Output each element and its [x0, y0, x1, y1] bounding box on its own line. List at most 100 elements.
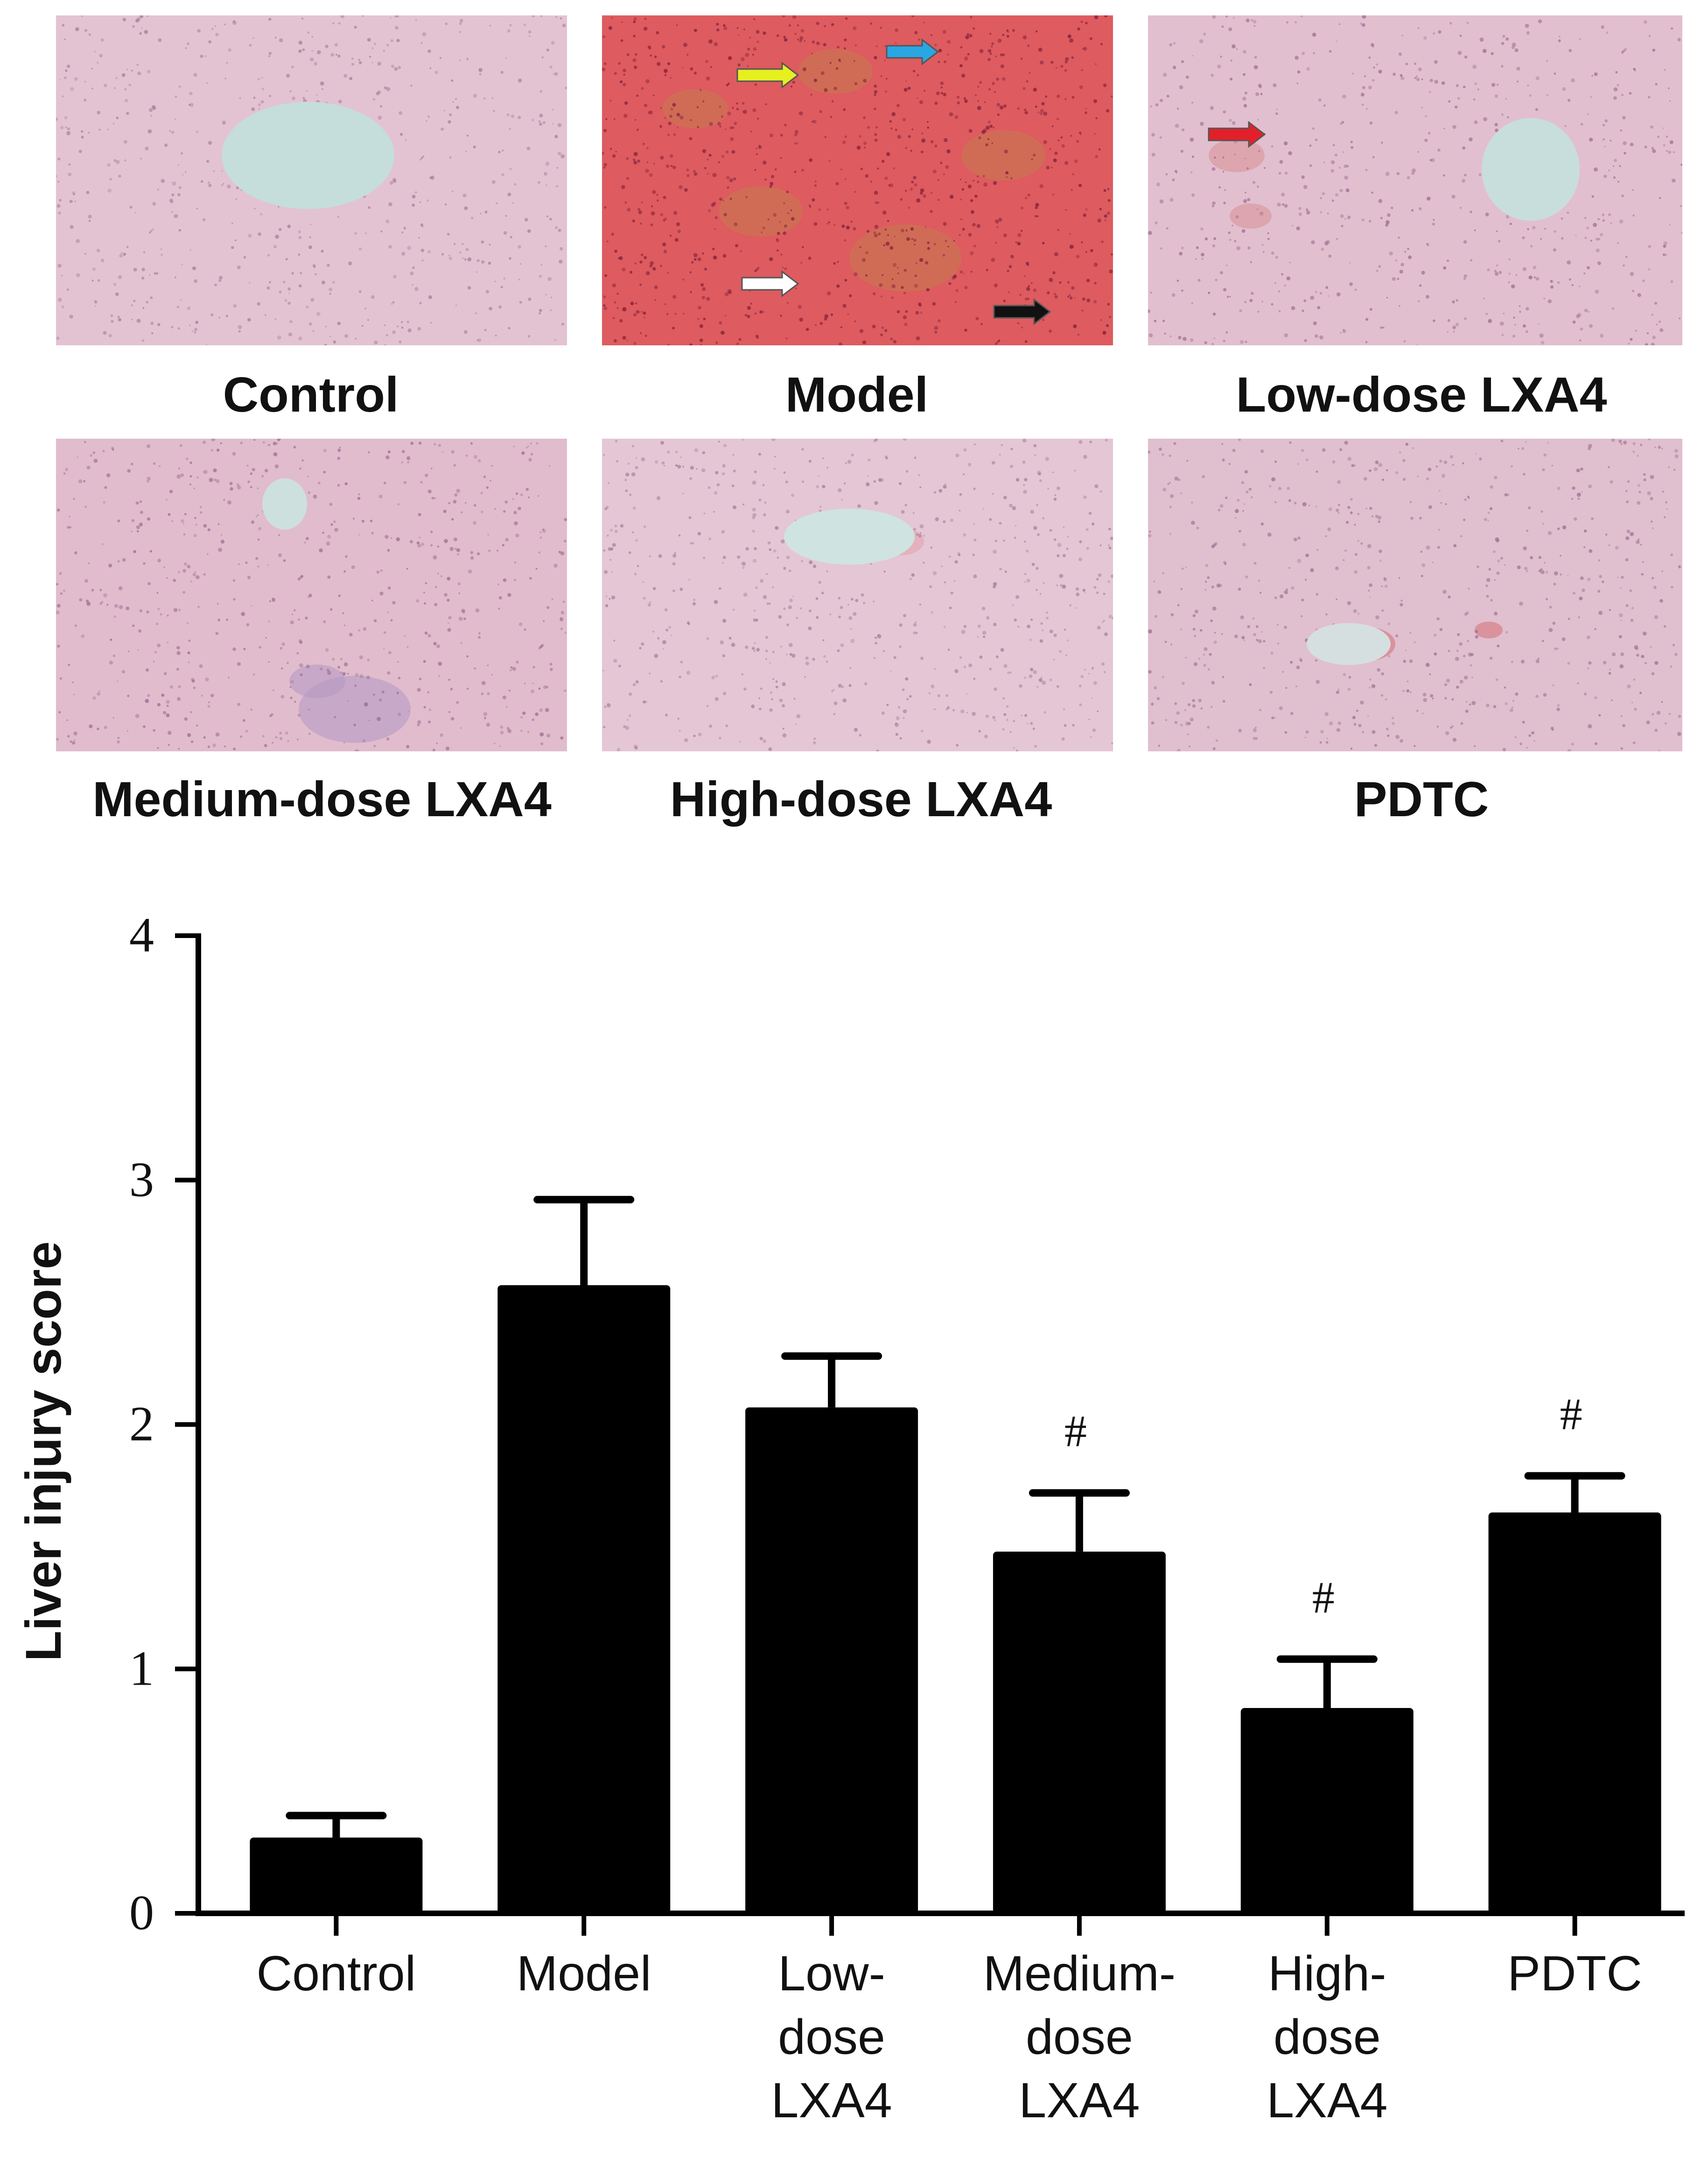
nucleus — [626, 53, 630, 56]
nucleus — [193, 686, 196, 689]
nucleus — [747, 65, 749, 67]
nucleus — [719, 321, 722, 325]
nucleus — [542, 56, 544, 58]
nucleus — [1620, 587, 1622, 589]
nucleus — [1584, 217, 1587, 219]
nucleus — [934, 101, 938, 105]
nucleus — [603, 129, 607, 133]
nucleus — [447, 599, 450, 602]
nucleus — [1358, 613, 1359, 615]
nucleus — [448, 502, 451, 504]
nucleus — [1030, 282, 1033, 284]
nucleus — [1236, 246, 1241, 251]
nucleus — [1082, 588, 1086, 592]
nucleus — [1078, 685, 1082, 687]
nucleus — [1247, 625, 1250, 629]
nucleus — [218, 316, 221, 319]
nucleus — [1572, 320, 1576, 324]
nucleus — [203, 573, 206, 576]
nucleus — [1445, 503, 1447, 505]
nucleus — [1054, 494, 1057, 497]
nucleus — [1154, 320, 1157, 322]
nucleus — [1632, 442, 1636, 445]
nucleus — [1035, 105, 1037, 108]
nucleus — [193, 73, 197, 77]
nucleus — [86, 465, 91, 470]
nucleus — [196, 724, 198, 727]
significance-marker: # — [1560, 1389, 1582, 1439]
nucleus — [914, 244, 916, 245]
nucleus — [725, 724, 728, 728]
nucleus — [1503, 312, 1505, 315]
nucleus — [616, 293, 619, 295]
nucleus — [226, 618, 229, 621]
nucleus — [1003, 664, 1008, 668]
nucleus — [515, 533, 519, 538]
nucleus — [1586, 226, 1589, 230]
nucleus — [247, 318, 251, 322]
nucleus — [874, 84, 877, 88]
nucleus — [1409, 632, 1412, 634]
nucleus — [1267, 232, 1269, 234]
nucleus — [747, 48, 750, 51]
nucleus — [117, 560, 120, 563]
nucleus — [420, 481, 423, 483]
nucleus — [1013, 720, 1015, 722]
nucleus — [1448, 100, 1451, 103]
nucleus — [1049, 278, 1053, 282]
nucleus — [801, 448, 804, 451]
nucleus — [1178, 336, 1182, 340]
nucleus — [146, 301, 149, 304]
nucleus — [507, 192, 511, 196]
nucleus — [612, 543, 616, 547]
nucleus — [502, 149, 504, 152]
nucleus — [232, 21, 237, 25]
nucleus — [470, 217, 474, 220]
nucleus — [614, 249, 617, 253]
nucleus — [511, 114, 515, 118]
nucleus — [330, 53, 334, 57]
nucleus — [1155, 103, 1159, 107]
nucleus — [1208, 292, 1211, 294]
nucleus — [1380, 217, 1383, 219]
nucleus — [546, 215, 549, 218]
nucleus — [483, 712, 488, 716]
nucleus — [1378, 520, 1381, 523]
nucleus — [1584, 237, 1587, 239]
nucleus — [515, 492, 518, 495]
nucleus — [97, 728, 99, 730]
nucleus — [419, 201, 421, 203]
nucleus — [1505, 215, 1510, 219]
nucleus — [383, 631, 386, 634]
nucleus — [418, 237, 420, 239]
nucleus — [903, 709, 907, 714]
nucleus — [1232, 17, 1235, 19]
nucleus — [132, 624, 135, 627]
nucleus — [1383, 578, 1387, 581]
nucleus — [1021, 714, 1022, 716]
nucleus — [859, 135, 861, 138]
nucleus — [417, 327, 421, 331]
nucleus — [1618, 440, 1622, 443]
nucleus — [829, 613, 831, 616]
nucleus — [1466, 701, 1468, 703]
nucleus — [1015, 478, 1020, 482]
nucleus — [1434, 60, 1438, 64]
nucleus — [253, 673, 255, 676]
nucleus — [376, 91, 380, 96]
nucleus — [539, 312, 541, 315]
nucleus — [1643, 478, 1646, 482]
nucleus — [177, 697, 181, 701]
nucleus — [1407, 680, 1409, 682]
nucleus — [1069, 294, 1071, 296]
nucleus — [108, 334, 112, 337]
nucleus — [1669, 100, 1671, 102]
nucleus — [690, 67, 693, 71]
nucleus — [1381, 694, 1384, 697]
nucleus — [99, 602, 102, 605]
nucleus — [1648, 245, 1652, 248]
nucleus — [460, 727, 462, 729]
nucleus — [987, 57, 991, 61]
nucleus — [867, 230, 869, 233]
nucleus — [641, 642, 644, 646]
